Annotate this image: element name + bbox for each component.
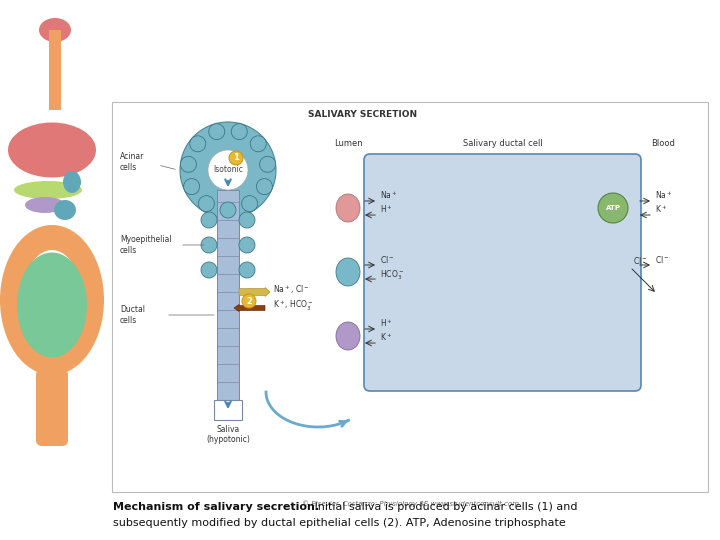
Ellipse shape: [54, 200, 76, 220]
Text: Cl$^-$: Cl$^-$: [655, 254, 670, 265]
Circle shape: [180, 122, 276, 218]
Circle shape: [242, 294, 256, 308]
Circle shape: [239, 237, 255, 253]
Circle shape: [209, 124, 225, 140]
Text: Cl$^-$: Cl$^-$: [380, 254, 395, 265]
Circle shape: [260, 156, 276, 172]
Circle shape: [229, 151, 243, 165]
Ellipse shape: [336, 258, 360, 286]
Ellipse shape: [336, 322, 360, 350]
Ellipse shape: [8, 123, 96, 178]
Text: K$^+$, HCO$_3^-$: K$^+$, HCO$_3^-$: [273, 299, 314, 313]
Circle shape: [239, 262, 255, 278]
Text: Cl$^-$: Cl$^-$: [633, 255, 647, 266]
Text: subsequently modified by ductal epithelial cells (2). ATP, Adenosine triphosphat: subsequently modified by ductal epitheli…: [113, 518, 566, 528]
Circle shape: [220, 202, 236, 218]
Text: Myoepithelial
cells: Myoepithelial cells: [120, 235, 171, 255]
Text: Isotonic: Isotonic: [213, 165, 243, 174]
Text: K$^+$: K$^+$: [655, 203, 667, 215]
Text: Blood: Blood: [651, 139, 675, 148]
Bar: [214, 400, 242, 420]
Ellipse shape: [25, 197, 65, 213]
Text: © Elsevier. Costanzo: Physiology 3E www.studentconsult.com: © Elsevier. Costanzo: Physiology 3E www.…: [302, 500, 518, 507]
Text: 2: 2: [246, 296, 252, 306]
Circle shape: [199, 195, 215, 212]
Circle shape: [242, 195, 258, 212]
FancyBboxPatch shape: [112, 102, 708, 492]
Text: Na$^+$, Cl$^-$: Na$^+$, Cl$^-$: [273, 284, 310, 296]
Circle shape: [190, 136, 206, 152]
Text: Mechanism of salivary secretion.: Mechanism of salivary secretion.: [113, 502, 319, 512]
Text: 1: 1: [233, 153, 239, 163]
Text: Initial saliva is produced by acinar cells (1) and: Initial saliva is produced by acinar cel…: [311, 502, 577, 512]
Circle shape: [231, 124, 247, 140]
Circle shape: [181, 156, 197, 172]
Circle shape: [256, 179, 272, 194]
Ellipse shape: [22, 250, 82, 350]
Ellipse shape: [336, 194, 360, 222]
Text: ATP: ATP: [606, 205, 621, 211]
FancyBboxPatch shape: [36, 369, 68, 446]
Text: HCO$_3^-$: HCO$_3^-$: [380, 268, 404, 281]
Text: H$^+$: H$^+$: [380, 318, 393, 329]
Circle shape: [201, 212, 217, 228]
Circle shape: [184, 179, 199, 194]
Text: Na$^+$: Na$^+$: [655, 190, 672, 201]
Circle shape: [239, 212, 255, 228]
Ellipse shape: [39, 18, 71, 42]
Text: Saliva
(hypotonic): Saliva (hypotonic): [206, 425, 250, 444]
Circle shape: [598, 193, 628, 223]
Circle shape: [201, 237, 217, 253]
Text: K$^+$: K$^+$: [380, 332, 392, 343]
Ellipse shape: [0, 225, 104, 375]
Text: Salivary ductal cell: Salivary ductal cell: [463, 139, 542, 148]
Circle shape: [201, 262, 217, 278]
Ellipse shape: [14, 181, 82, 199]
FancyArrow shape: [234, 305, 265, 312]
Bar: [217, 190, 239, 400]
Text: Na$^+$: Na$^+$: [380, 190, 397, 201]
Text: Acinar
cells: Acinar cells: [120, 152, 145, 172]
FancyArrow shape: [239, 287, 270, 296]
Text: SALIVARY SECRETION: SALIVARY SECRETION: [307, 110, 417, 119]
Circle shape: [251, 136, 266, 152]
Text: Lumen: Lumen: [333, 139, 362, 148]
FancyBboxPatch shape: [364, 154, 641, 391]
Text: H$^+$: H$^+$: [380, 203, 393, 215]
Bar: [49, 30, 61, 110]
Ellipse shape: [63, 171, 81, 193]
Ellipse shape: [17, 253, 87, 357]
Text: Ductal
cells: Ductal cells: [120, 305, 145, 325]
Circle shape: [208, 150, 248, 190]
